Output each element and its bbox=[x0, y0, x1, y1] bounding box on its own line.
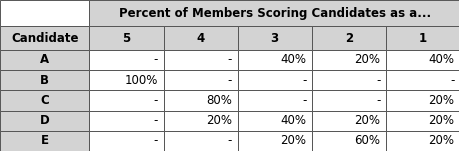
Text: -: - bbox=[449, 74, 453, 87]
Text: -: - bbox=[375, 94, 380, 107]
Text: -: - bbox=[227, 74, 232, 87]
Text: B: B bbox=[40, 74, 49, 87]
Bar bbox=[0, 111, 89, 131]
Bar bbox=[89, 70, 163, 90]
Bar bbox=[237, 131, 311, 151]
Bar bbox=[0, 70, 89, 90]
Text: 100%: 100% bbox=[124, 74, 158, 87]
Text: 20%: 20% bbox=[427, 114, 453, 127]
Text: -: - bbox=[375, 74, 380, 87]
Bar bbox=[0, 90, 89, 111]
Bar bbox=[237, 111, 311, 131]
Bar bbox=[0, 131, 89, 151]
Text: 4: 4 bbox=[196, 32, 204, 45]
Bar bbox=[385, 70, 459, 90]
Bar bbox=[163, 111, 237, 131]
Text: -: - bbox=[153, 114, 158, 127]
Text: -: - bbox=[153, 53, 158, 66]
Text: 20%: 20% bbox=[427, 94, 453, 107]
Bar bbox=[385, 90, 459, 111]
Bar bbox=[163, 131, 237, 151]
Text: D: D bbox=[40, 114, 50, 127]
Text: 20%: 20% bbox=[206, 114, 232, 127]
Bar bbox=[163, 70, 237, 90]
Bar bbox=[311, 111, 385, 131]
Bar bbox=[89, 50, 163, 70]
Bar bbox=[163, 50, 237, 70]
Bar bbox=[311, 26, 385, 50]
Bar bbox=[89, 26, 163, 50]
Bar bbox=[0, 0, 89, 26]
Bar bbox=[89, 0, 459, 26]
Text: A: A bbox=[40, 53, 49, 66]
Bar bbox=[163, 26, 237, 50]
Bar bbox=[311, 70, 385, 90]
Bar bbox=[89, 90, 163, 111]
Bar bbox=[0, 26, 89, 50]
Text: 3: 3 bbox=[270, 32, 278, 45]
Bar bbox=[237, 90, 311, 111]
Bar bbox=[237, 50, 311, 70]
Bar bbox=[89, 111, 163, 131]
Text: 5: 5 bbox=[122, 32, 130, 45]
Bar bbox=[385, 26, 459, 50]
Bar bbox=[311, 50, 385, 70]
Text: 40%: 40% bbox=[280, 114, 306, 127]
Text: C: C bbox=[40, 94, 49, 107]
Bar bbox=[311, 90, 385, 111]
Bar bbox=[385, 50, 459, 70]
Text: 60%: 60% bbox=[353, 134, 380, 147]
Text: 20%: 20% bbox=[353, 53, 380, 66]
Text: -: - bbox=[153, 94, 158, 107]
Bar bbox=[237, 70, 311, 90]
Bar bbox=[237, 26, 311, 50]
Text: -: - bbox=[301, 74, 306, 87]
Bar bbox=[0, 50, 89, 70]
Text: 1: 1 bbox=[418, 32, 426, 45]
Bar bbox=[385, 111, 459, 131]
Text: 20%: 20% bbox=[427, 134, 453, 147]
Bar bbox=[385, 131, 459, 151]
Text: Percent of Members Scoring Candidates as a...: Percent of Members Scoring Candidates as… bbox=[118, 7, 430, 20]
Text: 20%: 20% bbox=[353, 114, 380, 127]
Text: -: - bbox=[227, 134, 232, 147]
Text: -: - bbox=[301, 94, 306, 107]
Text: -: - bbox=[153, 134, 158, 147]
Text: 80%: 80% bbox=[206, 94, 232, 107]
Bar bbox=[311, 131, 385, 151]
Text: 40%: 40% bbox=[427, 53, 453, 66]
Text: Candidate: Candidate bbox=[11, 32, 78, 45]
Text: 20%: 20% bbox=[280, 134, 306, 147]
Bar bbox=[163, 90, 237, 111]
Text: -: - bbox=[227, 53, 232, 66]
Text: 2: 2 bbox=[344, 32, 352, 45]
Text: 40%: 40% bbox=[280, 53, 306, 66]
Text: E: E bbox=[41, 134, 49, 147]
Bar bbox=[89, 131, 163, 151]
